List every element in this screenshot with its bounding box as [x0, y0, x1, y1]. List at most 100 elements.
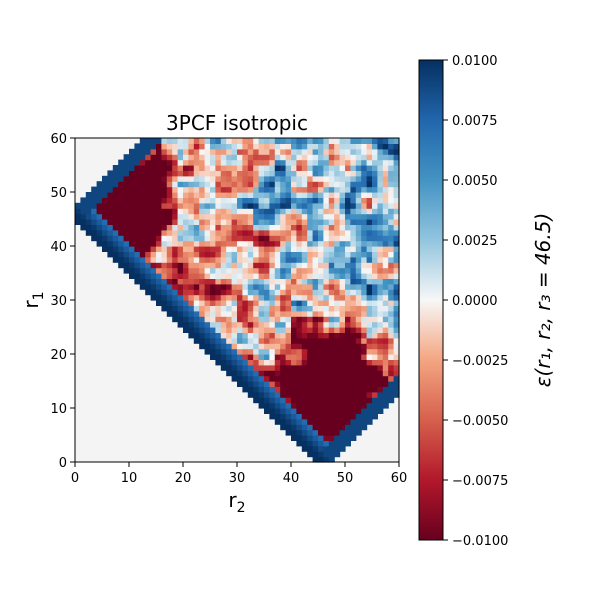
heatmap-cell	[188, 219, 195, 225]
heatmap-cell	[269, 327, 276, 333]
heatmap-cell	[334, 159, 341, 166]
heatmap-cell	[102, 219, 108, 225]
heatmap-cell	[177, 235, 184, 242]
heatmap-cell	[226, 327, 233, 333]
heatmap-cell	[355, 154, 362, 161]
heatmap-cell	[339, 219, 346, 225]
heatmap-cell	[145, 192, 152, 198]
heatmap-cell	[172, 278, 179, 285]
heatmap-cell	[328, 159, 335, 166]
heatmap-cell	[253, 246, 260, 252]
heatmap-cell	[231, 332, 238, 339]
heatmap-cell	[145, 148, 152, 155]
heatmap-cell	[280, 310, 287, 317]
heatmap-cell	[285, 181, 292, 188]
heatmap-cell	[242, 386, 249, 393]
heatmap-cell	[118, 192, 125, 198]
heatmap-cell	[129, 186, 135, 193]
heatmap-cell	[372, 337, 378, 344]
heatmap-cell	[382, 186, 389, 193]
heatmap-cell	[183, 208, 189, 215]
heatmap-cell	[377, 256, 384, 263]
heatmap-cell	[334, 391, 341, 398]
heatmap-cell	[253, 202, 260, 209]
heatmap-cell	[161, 197, 168, 204]
heatmap-cell	[280, 359, 287, 366]
heatmap-cell	[102, 224, 108, 231]
heatmap-cell	[328, 316, 335, 323]
heatmap-cell	[345, 213, 351, 220]
heatmap-cell	[280, 332, 287, 339]
heatmap-cell	[204, 235, 211, 242]
heatmap-cell	[199, 192, 206, 198]
heatmap-cell	[242, 262, 249, 269]
heatmap-cell	[220, 354, 227, 360]
heatmap-cell	[345, 370, 351, 377]
heatmap-cell	[285, 148, 292, 155]
heatmap-cell	[328, 456, 335, 463]
heatmap-cell	[323, 305, 330, 312]
heatmap-cell	[388, 246, 395, 252]
heatmap-cell	[361, 175, 368, 182]
heatmap-cell	[215, 251, 222, 258]
heatmap-cell	[377, 337, 384, 344]
heatmap-cell	[166, 246, 173, 252]
heatmap-cell	[372, 348, 378, 355]
heatmap-cell	[312, 138, 319, 144]
heatmap-cell	[323, 348, 330, 355]
heatmap-cell	[339, 289, 346, 296]
heatmap-cell	[253, 332, 260, 339]
heatmap-cell	[215, 327, 222, 333]
heatmap-cell	[355, 143, 362, 150]
heatmap-cell	[204, 138, 211, 144]
heatmap-cell	[188, 192, 195, 198]
heatmap-cell	[258, 208, 265, 215]
heatmap-cell	[382, 386, 389, 393]
heatmap-cell	[220, 273, 227, 279]
heatmap-cell	[388, 321, 395, 328]
heatmap-cell	[318, 165, 324, 171]
heatmap-cell	[183, 213, 189, 220]
heatmap-cell	[328, 289, 335, 296]
heatmap-cell	[264, 273, 270, 279]
heatmap-cell	[301, 148, 308, 155]
heatmap-cell	[264, 186, 270, 193]
heatmap-cell	[253, 348, 260, 355]
heatmap-cell	[328, 251, 335, 258]
heatmap-cell	[91, 235, 98, 242]
heatmap-cell	[166, 219, 173, 225]
heatmap-cell	[339, 175, 346, 182]
heatmap-cell	[118, 208, 125, 215]
heatmap-cell	[269, 219, 276, 225]
heatmap-cell	[334, 175, 341, 182]
heatmap-cell	[382, 348, 389, 355]
heatmap-cell	[139, 246, 146, 252]
heatmap-cell	[177, 202, 184, 209]
heatmap-cell	[183, 138, 189, 144]
heatmap-cell	[139, 197, 146, 204]
heatmap-cell	[139, 273, 146, 279]
heatmap-cell	[377, 197, 384, 204]
heatmap-cell	[334, 219, 341, 225]
heatmap-cell	[237, 283, 243, 290]
heatmap-cell	[161, 202, 168, 209]
heatmap-cell	[334, 181, 341, 188]
heatmap-cell	[372, 256, 378, 263]
heatmap-cell	[247, 289, 254, 296]
heatmap-cell	[161, 175, 168, 182]
heatmap-cell	[361, 418, 368, 425]
heatmap-cell	[258, 143, 265, 150]
heatmap-cell	[226, 305, 233, 312]
heatmap-cell	[220, 219, 227, 225]
heatmap-cell	[237, 364, 243, 371]
heatmap-cell	[366, 289, 373, 296]
heatmap-cell	[350, 148, 357, 155]
heatmap-cell	[366, 305, 373, 312]
heatmap-cell	[318, 343, 324, 350]
heatmap-cell	[366, 186, 373, 193]
heatmap-cell	[177, 224, 184, 231]
heatmap-cell	[388, 148, 395, 155]
heatmap-cell	[307, 251, 314, 258]
heatmap-cell	[377, 332, 384, 339]
